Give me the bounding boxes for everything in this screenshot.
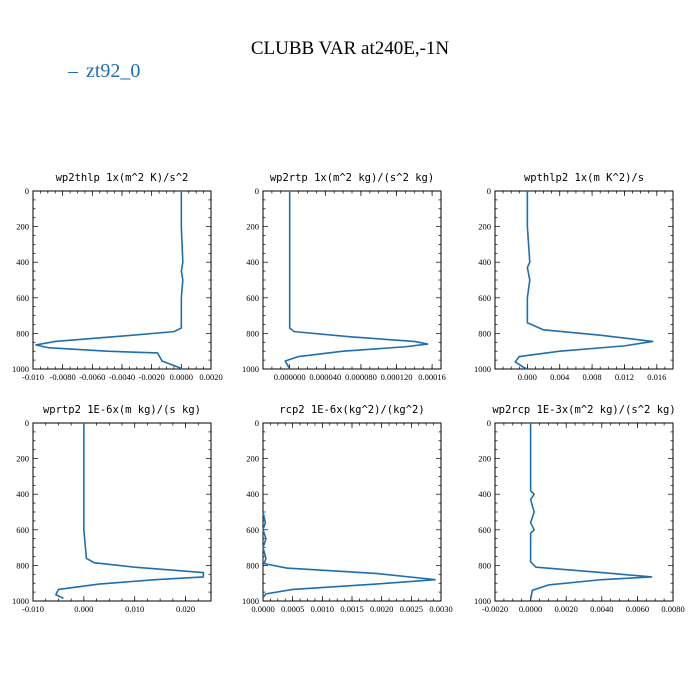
y-tick-label: 1000 <box>12 596 29 606</box>
y-tick-label: 800 <box>478 560 491 570</box>
y-tick-label: 600 <box>478 525 491 535</box>
x-tick-label: 0.0080 <box>661 604 684 614</box>
y-tick-label: 0 <box>487 418 491 428</box>
chart-panel-3: wpthlp2 1x(m K^2)/s 0 200 400 600 800 1000 0.00… <box>474 172 674 382</box>
y-tick-label: 600 <box>478 293 491 303</box>
y-tick-label: 600 <box>16 293 29 303</box>
y-tick-label: 400 <box>246 257 259 267</box>
x-tick-label: 0.000120 <box>381 372 413 382</box>
x-tick-label: 0.020 <box>176 604 195 614</box>
plot-frame <box>32 190 212 370</box>
y-tick-label: 400 <box>478 489 491 499</box>
x-tick-label: -0.0020 <box>482 604 508 614</box>
x-tick-label: -0.0020 <box>139 372 165 382</box>
series-line-1 <box>529 423 653 600</box>
y-tick-label: 600 <box>246 293 259 303</box>
chart-panel-1: wp2thlp 1x(m^2 K)/s^202004006008001000-0… <box>12 172 223 382</box>
series-line-1 <box>284 191 429 370</box>
x-tick-label: -0.0060 <box>79 372 105 382</box>
y-tick-label: 800 <box>16 560 29 570</box>
x-tick-label: 0.0000 <box>170 372 193 382</box>
y-tick-label: 0 <box>25 418 29 428</box>
x-tick-label: 0.0020 <box>370 604 393 614</box>
y-tick-label: 1000 <box>474 596 491 606</box>
panel-title: wpthlp2 1x(m K^2)/s <box>524 172 644 184</box>
panel-title: wprtp2 1E-6x(m kg)/(s kg) <box>43 404 201 416</box>
series-line-1 <box>262 511 436 598</box>
y-tick-label: 400 <box>246 489 259 499</box>
panel-title: rcp2 1E-6x(kg^2)/(kg^2) <box>279 404 424 416</box>
x-tick-label: 0.0020 <box>199 372 222 382</box>
y-tick-label: 0 <box>255 186 259 196</box>
panel-title: wp2rcp 1E-3x(m^2 kg)/(s^2 kg) <box>492 404 675 416</box>
figure-title: CLUBB VAR at240E,-1N <box>251 38 450 59</box>
x-tick-label: 0.0025 <box>400 604 423 614</box>
y-tick-label: 200 <box>246 222 259 232</box>
x-tick-label: -0.010 <box>22 604 44 614</box>
y-tick-label: 800 <box>246 560 259 570</box>
y-tick-label: 1000 <box>12 364 29 374</box>
chart-panel-6: wp2rcp 1E-3x(m^2 kg)/(s^2 kg)0 200 400 600 8… <box>474 404 685 614</box>
chart-panel-4: wprtp2 1E-6x(m kg)/(s kg) 0 200 400 600 800 10… <box>12 404 212 614</box>
chart-panel-5: rcp2 1E-6x(kg^2)/(kg^2) 0 200 400 600 800 1000… <box>242 404 453 614</box>
x-tick-label: 0.000080 <box>345 372 377 382</box>
x-tick-label: 0.0020 <box>555 604 578 614</box>
x-tick-label: 0.0000 <box>251 604 274 614</box>
y-tick-label: 0 <box>255 418 259 428</box>
x-tick-label: 0.0060 <box>626 604 649 614</box>
x-tick-label: 0.0040 <box>590 604 613 614</box>
x-tick-label: 0.0000 <box>519 604 542 614</box>
y-tick-label: 200 <box>16 222 29 232</box>
x-tick-label: 0.004 <box>550 372 570 382</box>
x-tick-label: -0.010 <box>22 372 44 382</box>
x-tick-label: -0.0040 <box>109 372 135 382</box>
y-tick-label: 600 <box>246 525 259 535</box>
panel-title: wp2thlp 1x(m^2 K)/s^2 <box>56 172 189 184</box>
x-tick-label: 0.0015 <box>340 604 363 614</box>
panel-title: wp2rtp 1x(m^2 kg)/(s^2 kg) <box>270 172 434 184</box>
y-tick-label: 1000 <box>242 596 259 606</box>
series-line-1 <box>514 191 654 370</box>
x-tick-label: 0.010 <box>125 604 144 614</box>
plot-frame <box>262 422 442 602</box>
chart-panel-2: wp2rtp 1x(m^2 kg)/(s^2 kg) 0 200 400 600 800 1… <box>242 172 446 382</box>
legend-label: zt92_0 <box>86 60 140 82</box>
y-tick-label: 800 <box>246 328 259 338</box>
x-tick-label: 0.016 <box>647 372 666 382</box>
y-tick-label: 800 <box>16 328 29 338</box>
y-tick-label: 400 <box>16 257 29 267</box>
legend-marker: – <box>67 60 79 82</box>
y-tick-label: 200 <box>16 454 29 464</box>
series-line-1 <box>55 423 205 600</box>
y-tick-label: 0 <box>487 186 491 196</box>
x-tick-label: 0.008 <box>583 372 602 382</box>
y-tick-label: 600 <box>16 525 29 535</box>
x-tick-label: 0.0010 <box>311 604 334 614</box>
y-tick-label: 200 <box>478 454 491 464</box>
y-tick-label: 1000 <box>474 364 491 374</box>
x-tick-label: 0.000 <box>518 372 537 382</box>
y-tick-label: 200 <box>478 222 491 232</box>
plot-frame <box>32 422 212 602</box>
y-tick-label: 0 <box>25 186 29 196</box>
x-tick-label: 0.012 <box>615 372 634 382</box>
series-line-1 <box>35 191 184 370</box>
x-tick-label: 0.000 <box>74 604 93 614</box>
y-tick-label: 800 <box>478 328 491 338</box>
x-tick-label: 0.000040 <box>309 372 341 382</box>
y-tick-label: 400 <box>16 489 29 499</box>
plot-frame <box>494 422 674 602</box>
y-tick-label: 1000 <box>242 364 259 374</box>
x-tick-label: 0.00016 <box>418 372 446 382</box>
x-tick-label: -0.0080 <box>50 372 76 382</box>
y-tick-label: 200 <box>246 454 259 464</box>
y-tick-label: 400 <box>478 257 491 267</box>
x-tick-label: 0.0030 <box>429 604 452 614</box>
x-tick-label: 0.0005 <box>281 604 304 614</box>
x-tick-label: 0.000000 <box>274 372 306 382</box>
